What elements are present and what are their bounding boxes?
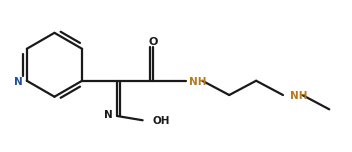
Text: N: N	[14, 77, 23, 87]
Text: N: N	[103, 110, 112, 119]
Text: O: O	[148, 37, 157, 47]
Text: NH: NH	[290, 91, 307, 101]
Text: OH: OH	[153, 116, 170, 126]
Text: NH: NH	[189, 77, 206, 87]
